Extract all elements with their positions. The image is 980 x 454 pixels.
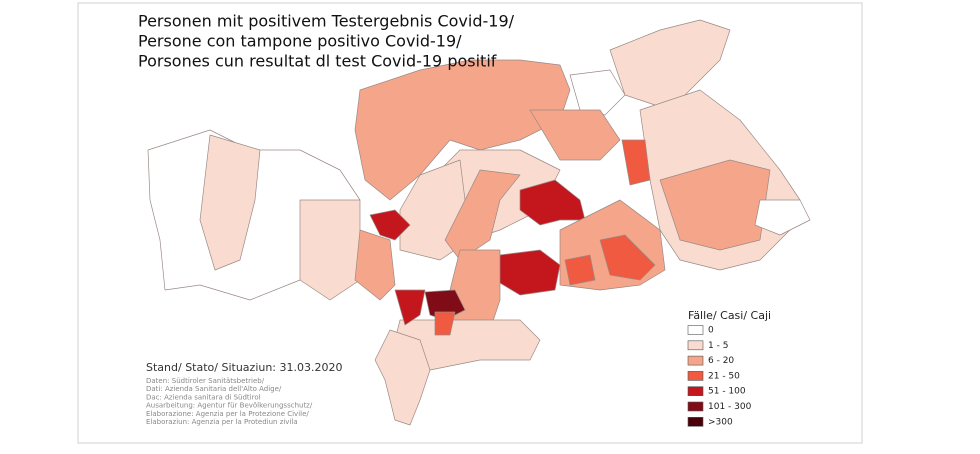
legend-swatch	[687, 325, 704, 335]
title-line: Persone con tampone positivo Covid-19/	[138, 32, 462, 51]
source-line: Daten: Südtiroler Sanitätsbetrieb/	[146, 377, 265, 385]
legend-label: 21 - 50	[708, 371, 740, 381]
map	[147, 19, 811, 426]
region	[659, 159, 771, 251]
legend-label: 1 - 5	[708, 341, 728, 351]
legend-swatch	[687, 355, 704, 366]
region	[599, 234, 656, 281]
region	[444, 169, 521, 261]
region	[394, 289, 426, 326]
region	[529, 109, 621, 161]
legend-label: 6 - 20	[708, 356, 734, 366]
region	[299, 199, 361, 301]
region	[354, 229, 396, 301]
source-line: Ausarbeitung: Agentur für Bevölkerungssc…	[146, 402, 313, 410]
legend-label: 0	[708, 326, 714, 336]
region	[199, 134, 261, 271]
region	[569, 69, 626, 116]
source-line: Dati: Azienda Sanitaria dell'Alto Adige/	[146, 385, 282, 393]
source-line: Elaboraziun: Agenzia per la Protediun zi…	[146, 418, 298, 426]
legend-title: Fälle/ Casi/ Caji	[688, 309, 771, 322]
legend-label: >300	[708, 417, 733, 427]
region	[564, 254, 596, 286]
region	[609, 19, 731, 111]
region	[519, 179, 586, 226]
legend-label: 51 - 100	[708, 387, 746, 397]
region	[434, 311, 456, 336]
region	[374, 329, 431, 426]
title-line: Personen mit positivem Testergebnis Covi…	[138, 12, 515, 31]
legend-swatch	[687, 416, 704, 427]
legend-swatch	[687, 371, 704, 381]
source-line: Elaborazione: Agenzia per la Protezione …	[146, 410, 309, 418]
region	[754, 199, 811, 236]
region	[621, 139, 651, 186]
region	[354, 59, 571, 201]
legend-swatch	[687, 340, 704, 351]
legend-swatch	[687, 401, 704, 412]
source-line: Dac: Azienda sanitara di Südtirol	[146, 393, 261, 401]
date-label: Stand/ Stato/ Situaziun: 31.03.2020	[146, 361, 343, 374]
title-line: Porsones cun resultat dl test Covid-19 p…	[138, 52, 497, 71]
legend-swatch	[687, 386, 704, 397]
legend-label: 101 - 300	[708, 402, 752, 412]
region	[369, 209, 411, 241]
region	[449, 249, 501, 331]
